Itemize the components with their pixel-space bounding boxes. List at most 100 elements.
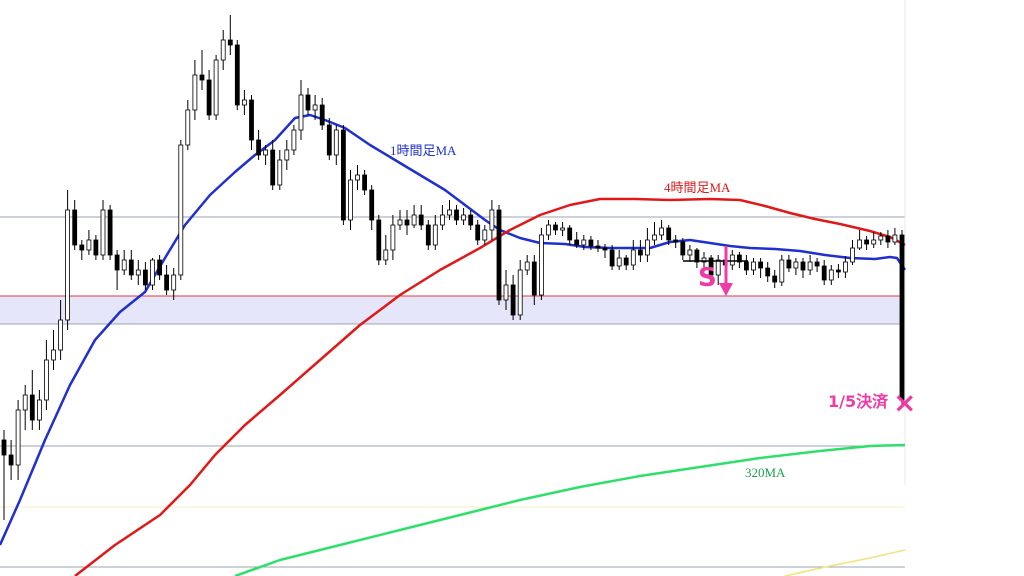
candle-body-down <box>567 227 573 241</box>
candle-body-up <box>100 209 106 256</box>
candle-body-down <box>142 269 148 286</box>
candle <box>157 255 163 280</box>
candle-body-up <box>751 261 756 271</box>
candle <box>171 268 177 300</box>
ma-label-4h: 4時間足MA <box>664 180 731 195</box>
candle <box>517 260 523 320</box>
candle-body-up <box>687 249 693 256</box>
candle <box>553 222 558 235</box>
candle-body-down <box>72 209 78 246</box>
ma-label-1h: 1時間足MA <box>390 143 457 158</box>
candle-body-down <box>765 267 771 277</box>
candle-body-down <box>114 254 120 271</box>
candle-body-up <box>15 409 21 466</box>
candle-body-down <box>340 129 346 221</box>
candle <box>213 55 219 120</box>
candle-body-down <box>602 247 608 251</box>
candle <box>496 205 502 305</box>
sell-arrow-head <box>719 283 733 296</box>
candle <box>44 340 49 410</box>
candle <box>411 205 417 228</box>
candle-body-up <box>517 269 523 316</box>
candle-body-down <box>404 219 410 226</box>
candle-body-up <box>524 261 530 271</box>
candle <box>8 440 14 480</box>
candle-body-up <box>121 259 127 271</box>
candle-body-down <box>305 94 311 111</box>
candle-body-up <box>397 219 403 226</box>
candle <box>206 70 212 120</box>
candle-body-up <box>178 144 184 276</box>
sell-label: S <box>698 263 717 293</box>
candle-body-down <box>814 261 820 267</box>
candle <box>687 245 693 262</box>
candle <box>135 260 141 285</box>
candle <box>595 240 601 252</box>
candle <box>234 40 240 110</box>
candle-body-up <box>892 234 898 243</box>
candle-body-up <box>652 234 657 241</box>
candle-body-up <box>150 259 155 286</box>
candle-body-down <box>376 219 382 261</box>
candle <box>178 140 184 280</box>
candle <box>29 370 35 430</box>
candle-body-up <box>263 149 269 156</box>
candle <box>164 265 170 295</box>
candle <box>800 258 806 278</box>
candle-body-up <box>857 239 862 249</box>
candle-body-down <box>157 259 163 276</box>
candle <box>58 300 63 360</box>
reference-layer <box>0 0 906 568</box>
candle <box>128 250 134 280</box>
candle <box>531 255 537 305</box>
candle <box>793 258 799 275</box>
candle <box>652 222 657 245</box>
candle <box>227 15 233 55</box>
candle-body-up <box>171 274 177 291</box>
candle-body-up <box>807 261 813 271</box>
candle <box>475 220 481 245</box>
candle-body-up <box>461 214 467 221</box>
moving-average-layer <box>0 113 907 576</box>
candle <box>588 236 594 250</box>
candle-body-down <box>836 269 841 273</box>
candle <box>524 255 530 275</box>
candle-body-up <box>383 249 389 261</box>
candle-body-down <box>199 74 205 81</box>
candle-body-up <box>58 319 63 351</box>
candle <box>100 200 106 260</box>
candle <box>871 232 877 248</box>
candle <box>150 258 155 290</box>
candle <box>355 165 360 190</box>
candle <box>489 200 495 240</box>
candle <box>567 225 573 245</box>
candle <box>694 248 700 268</box>
candle-body-down <box>510 284 516 316</box>
candle-body-down <box>454 209 459 221</box>
candle <box>432 215 438 250</box>
candle-body-down <box>673 239 679 243</box>
candle <box>645 228 650 262</box>
candle <box>51 330 56 370</box>
candle <box>807 255 813 275</box>
candle <box>814 258 820 272</box>
candle <box>454 205 459 225</box>
candle <box>199 50 205 90</box>
candle <box>666 225 672 245</box>
candle <box>461 208 467 225</box>
candle <box>447 200 452 220</box>
candle-body-down <box>821 265 827 281</box>
candle <box>185 100 191 150</box>
candle <box>22 385 28 430</box>
candle-body-down <box>234 44 240 106</box>
candle-body-up <box>630 249 636 266</box>
candle-body-down <box>680 241 686 256</box>
candle-body-down <box>885 235 891 243</box>
candle <box>623 255 629 270</box>
candle <box>751 258 756 275</box>
candle <box>340 125 346 225</box>
candle-body-up <box>411 214 417 226</box>
candle-body-up <box>51 349 56 361</box>
candle-body-up <box>482 229 488 241</box>
